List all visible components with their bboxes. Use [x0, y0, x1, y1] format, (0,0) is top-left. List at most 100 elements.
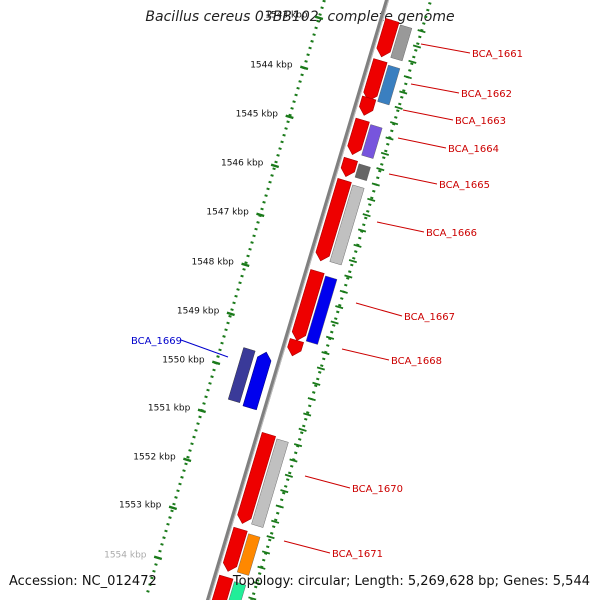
gene-leader-line [180, 339, 229, 358]
accession-text: Accession: NC_012472 [9, 574, 157, 589]
backbone-ring [205, 0, 390, 600]
forward-cds-arrow[interactable] [222, 526, 248, 572]
ruler-major-tick [153, 555, 163, 561]
forward-cds-arrow[interactable] [376, 18, 400, 58]
ruler-tick-label: 1551 kbp [148, 403, 191, 413]
gene-leader-line [355, 302, 403, 317]
gene-leader-line [420, 43, 471, 54]
ruler-minor-tick [389, 121, 399, 126]
cog-track-block[interactable] [361, 124, 383, 159]
ruler-tick-label: 1548 kbp [191, 257, 234, 267]
ruler-minor-tick [380, 151, 390, 156]
forward-cds-arrow[interactable] [359, 95, 377, 116]
ruler-minor-tick [371, 182, 380, 187]
ruler-major-tick [168, 505, 178, 511]
labels-layer[interactable]: BCA_1661 BCA_1662 BCA_1663 BCA_1664 BCA_1665… [131, 43, 523, 560]
ruler-minor-tick [298, 427, 307, 432]
cog-track-block[interactable] [221, 581, 247, 600]
cog-track-block[interactable] [236, 533, 261, 576]
cog-track-block[interactable] [390, 24, 413, 62]
cog-track-block[interactable] [251, 438, 289, 528]
gene-leader-line [376, 221, 425, 233]
ruler-minor-tick [362, 213, 371, 218]
ruler-major-tick [299, 65, 309, 71]
ruler-minor-tick [307, 397, 316, 402]
ruler-minor-tick [303, 412, 312, 417]
forward-cds-arrow[interactable] [347, 117, 370, 156]
inner-guide-ring [146, 0, 326, 593]
gene-leader-line [397, 137, 447, 149]
ruler-minor-tick [403, 75, 412, 80]
gene-label[interactable]: BCA_1661 [472, 49, 523, 60]
ruler-minor-tick [252, 581, 261, 586]
gene-label[interactable]: BCA_1667 [404, 312, 455, 323]
forward-cds-arrow[interactable] [340, 156, 358, 178]
ruler-minor-tick [376, 167, 385, 172]
ruler-minor-tick [289, 458, 298, 463]
ruler-minor-tick [271, 519, 280, 524]
ruler-minor-tick [321, 351, 330, 356]
ruler-tick-label: 1553 kbp [119, 500, 162, 510]
gene-label[interactable]: BCA_1670 [352, 484, 403, 495]
ruler-minor-tick [335, 305, 344, 310]
ruler-major-tick [256, 212, 265, 218]
ruler-minor-tick [312, 381, 321, 386]
forward-cds-arrow[interactable] [287, 338, 304, 357]
gene-label[interactable]: BCA_1662 [461, 89, 512, 100]
features-layer[interactable] [207, 18, 413, 600]
gene-label[interactable]: BCA_1665 [439, 180, 490, 191]
cog-track-block[interactable] [377, 64, 401, 106]
gene-leader-line [341, 348, 390, 361]
cog-track-block[interactable] [354, 163, 371, 181]
ruler-tick-label: 1554 kbp [104, 550, 147, 560]
ruler-major-tick [314, 15, 324, 21]
gene-label[interactable]: BCA_1666 [426, 228, 477, 239]
ruler-minor-tick [261, 550, 271, 555]
ruler-major-tick [285, 114, 294, 120]
gene-label[interactable]: BCA_1663 [455, 116, 506, 127]
ruler-major-tick [270, 163, 280, 169]
cog-track-block[interactable] [305, 275, 338, 345]
cog-track-block[interactable] [329, 184, 365, 266]
gene-label[interactable]: BCA_1669 [131, 336, 182, 347]
map-title: Bacillus cereus 03BB102, complete genome [145, 9, 455, 25]
ruler-ticks-layer: 1543 kbp 1544 kbp 1545 kbp 1546 kbp 1547 kbp… [104, 10, 426, 600]
gene-label[interactable]: BCA_1671 [332, 549, 383, 560]
ruler-tick-label: 1552 kbp [133, 452, 176, 462]
ruler-tick-label: 1549 kbp [177, 306, 220, 316]
cog-track-block[interactable] [227, 347, 256, 403]
map-ring-layer [146, 0, 432, 600]
ruler-major-tick [241, 262, 250, 268]
forward-cds-arrow[interactable] [315, 178, 352, 262]
ruler-minor-tick [367, 197, 376, 202]
genome-summary-text: Topology: circular; Length: 5,269,628 bp… [232, 574, 590, 589]
ruler-tick-label: 1543 kbp [265, 10, 308, 20]
forward-cds-arrow[interactable] [291, 269, 325, 341]
ruler-minor-tick [248, 596, 257, 600]
ruler-minor-tick [385, 136, 394, 141]
gene-leader-line [304, 475, 351, 489]
ruler-minor-tick [275, 504, 284, 509]
ruler-minor-tick [316, 366, 325, 371]
forward-cds-arrow[interactable] [237, 432, 276, 524]
ruler-major-tick [226, 311, 235, 317]
ruler-minor-tick [353, 243, 362, 248]
gene-leader-line [283, 540, 331, 554]
ruler-major-tick [183, 457, 192, 463]
ruler-minor-tick [330, 320, 339, 325]
ruler-minor-tick [412, 44, 422, 49]
forward-cds-arrow[interactable] [363, 58, 388, 102]
ruler-tick-label: 1544 kbp [250, 60, 293, 70]
reverse-cds-arrow[interactable] [242, 351, 272, 411]
gene-label[interactable]: BCA_1664 [448, 144, 499, 155]
ruler-minor-tick [417, 29, 426, 34]
gene-label[interactable]: BCA_1668 [391, 356, 442, 367]
ruler-minor-tick [339, 289, 348, 294]
ruler-tick-label: 1550 kbp [162, 355, 205, 365]
ruler-tick-label: 1545 kbp [236, 109, 279, 119]
ruler-minor-tick [348, 259, 358, 264]
ruler-minor-tick [266, 535, 275, 540]
ruler-tick-label: 1546 kbp [221, 158, 264, 168]
forward-cds-arrow[interactable] [207, 574, 234, 600]
